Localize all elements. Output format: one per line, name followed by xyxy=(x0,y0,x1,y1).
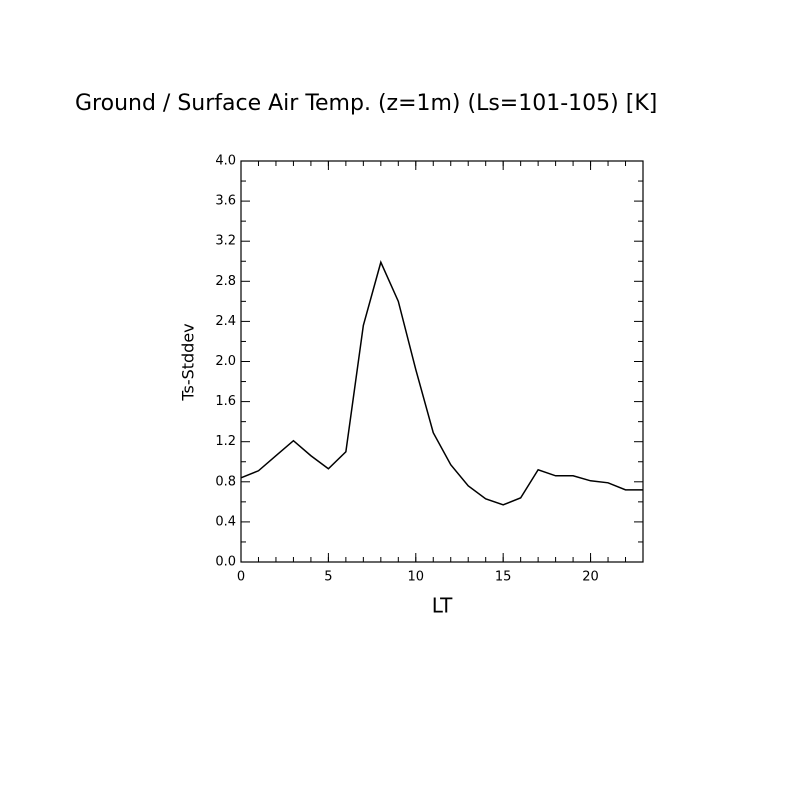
y-tick-label: 1.2 xyxy=(215,434,236,449)
x-tick-label: 5 xyxy=(324,570,332,585)
x-tick-label: 15 xyxy=(495,570,512,585)
y-tick-label: 0.8 xyxy=(215,474,236,489)
y-tick-label: 2.4 xyxy=(215,314,236,329)
x-axis-label: LT xyxy=(432,594,453,618)
y-tick-label: 0.0 xyxy=(215,555,236,570)
y-tick-label: 0.4 xyxy=(215,514,236,529)
y-tick-label: 4.0 xyxy=(215,154,236,169)
y-tick-label: 1.6 xyxy=(215,394,236,409)
x-tick-label: 0 xyxy=(237,570,245,585)
y-tick-label: 2.8 xyxy=(215,274,236,289)
y-tick-label: 2.0 xyxy=(215,354,236,369)
y-tick-label: 3.6 xyxy=(215,194,236,209)
x-tick-label: 20 xyxy=(582,570,599,585)
y-axis-label: Ts-Stddev xyxy=(179,323,198,401)
data-line xyxy=(240,260,643,506)
y-tick-label: 3.2 xyxy=(215,234,236,249)
chart-title: Ground / Surface Air Temp. (z=1m) (Ls=10… xyxy=(75,91,657,116)
x-tick-label: 10 xyxy=(408,570,425,585)
